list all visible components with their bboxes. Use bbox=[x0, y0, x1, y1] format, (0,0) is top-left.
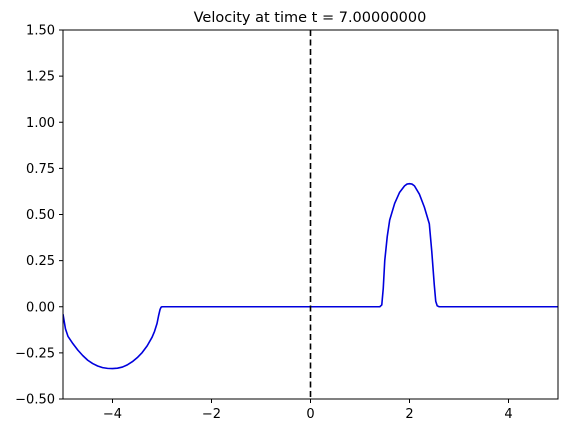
x-tick-label: −2 bbox=[202, 407, 221, 422]
y-tick-label: −0.25 bbox=[15, 346, 55, 361]
x-tick-label: 4 bbox=[504, 407, 512, 422]
y-axis-ticks: −0.50 −0.25 0.00 0.25 0.50 0.75 1.00 1.25 1.50 bbox=[15, 24, 63, 408]
plot-content bbox=[63, 30, 558, 399]
velocity-series-line bbox=[63, 182, 558, 370]
y-tick-label: 1.00 bbox=[26, 116, 55, 131]
y-tick-label: 1.25 bbox=[26, 70, 55, 85]
y-tick-label: 0.50 bbox=[26, 208, 55, 223]
x-axis-ticks: −4 −2 0 2 4 bbox=[103, 399, 513, 422]
y-tick-label: −0.50 bbox=[15, 393, 55, 408]
y-tick-label: 0.75 bbox=[26, 162, 55, 177]
y-tick-label: 0.25 bbox=[26, 254, 55, 269]
x-tick-label: 0 bbox=[306, 407, 314, 422]
x-tick-label: −4 bbox=[103, 407, 122, 422]
x-tick-label: 2 bbox=[405, 407, 413, 422]
y-tick-label: 1.50 bbox=[26, 24, 55, 39]
chart-title: Velocity at time t = 7.00000000 bbox=[194, 10, 427, 26]
y-tick-label: 0.00 bbox=[26, 300, 55, 315]
